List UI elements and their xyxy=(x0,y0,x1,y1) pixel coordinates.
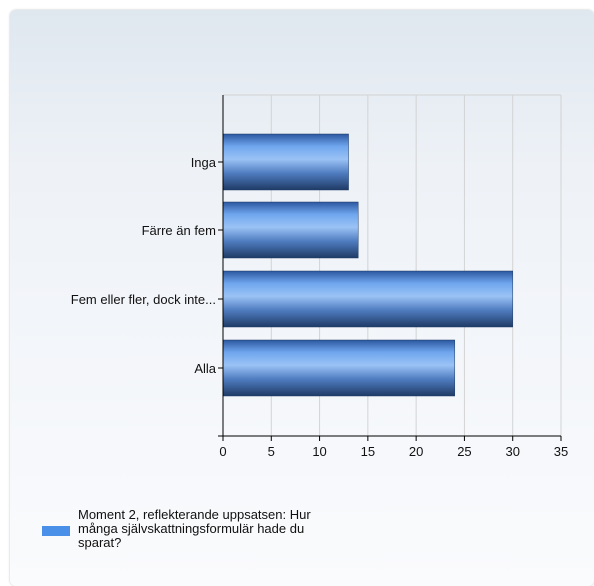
bar xyxy=(222,270,513,328)
y-category-label: Inga xyxy=(191,155,217,170)
x-tick-label: 10 xyxy=(312,444,326,459)
y-category-label: Alla xyxy=(194,361,216,376)
labels: 0 5 10 15 20 25 30 35 Inga Färre än fem Fem eller … xyxy=(71,155,568,459)
legend-label: Moment 2, reflekterande uppsatsen: Hur m… xyxy=(78,507,311,550)
x-tick-label: 20 xyxy=(409,444,423,459)
bar xyxy=(222,133,349,191)
legend: Moment 2, reflekterande uppsatsen: Hur m… xyxy=(42,508,328,550)
x-tick-label: 35 xyxy=(554,444,568,459)
y-category-label: Fem eller fler, dock inte... xyxy=(71,292,216,307)
x-tick-label: 15 xyxy=(361,444,375,459)
bar xyxy=(222,339,456,397)
axes xyxy=(218,95,562,441)
x-tick-label: 5 xyxy=(268,444,275,459)
x-tick-label: 30 xyxy=(505,444,519,459)
bar xyxy=(222,201,359,259)
x-tick-label: 25 xyxy=(457,444,471,459)
x-tick-label: 0 xyxy=(219,444,226,459)
legend-swatch xyxy=(42,526,70,536)
y-category-label: Färre än fem xyxy=(142,223,216,238)
